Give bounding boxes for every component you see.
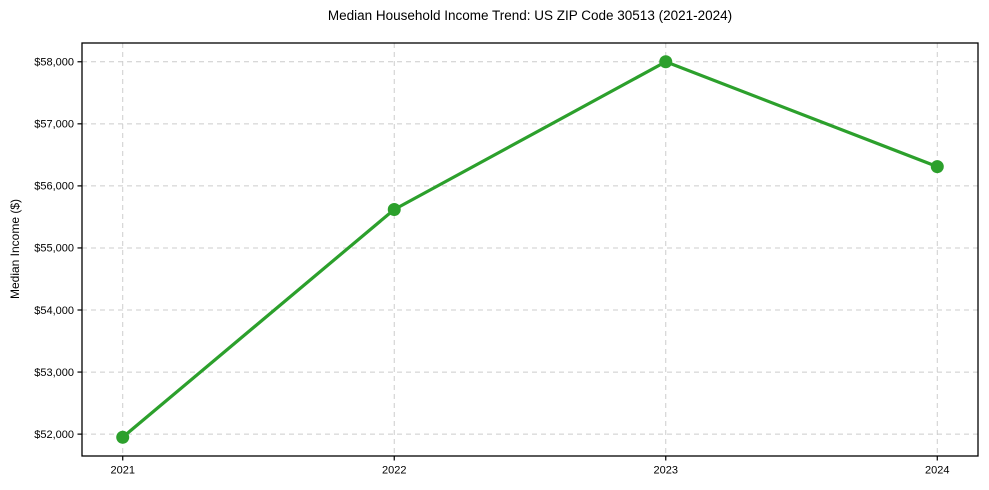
data-point-2021	[116, 430, 130, 444]
x-tick-label: 2024	[925, 465, 949, 477]
trend-line	[121, 60, 939, 439]
y-tick-label: $55,000	[34, 243, 74, 255]
x-tick-label: 2022	[382, 465, 406, 477]
y-tick-label: $58,000	[34, 57, 74, 69]
x-tick-label: 2021	[110, 465, 134, 477]
data-point-2022	[387, 202, 401, 216]
chart-title: Median Household Income Trend: US ZIP Co…	[327, 8, 733, 23]
data-point-2023	[659, 55, 673, 69]
plot-border	[81, 42, 979, 457]
y-tick-label: $52,000	[34, 429, 74, 441]
data-point-2024	[930, 160, 944, 174]
y-tick-label: $54,000	[34, 305, 74, 317]
y-tick-label: $53,000	[34, 367, 74, 379]
x-tick-label: 2023	[654, 465, 678, 477]
y-tick-label: $57,000	[34, 119, 74, 131]
y-tick-label: $56,000	[34, 181, 74, 193]
